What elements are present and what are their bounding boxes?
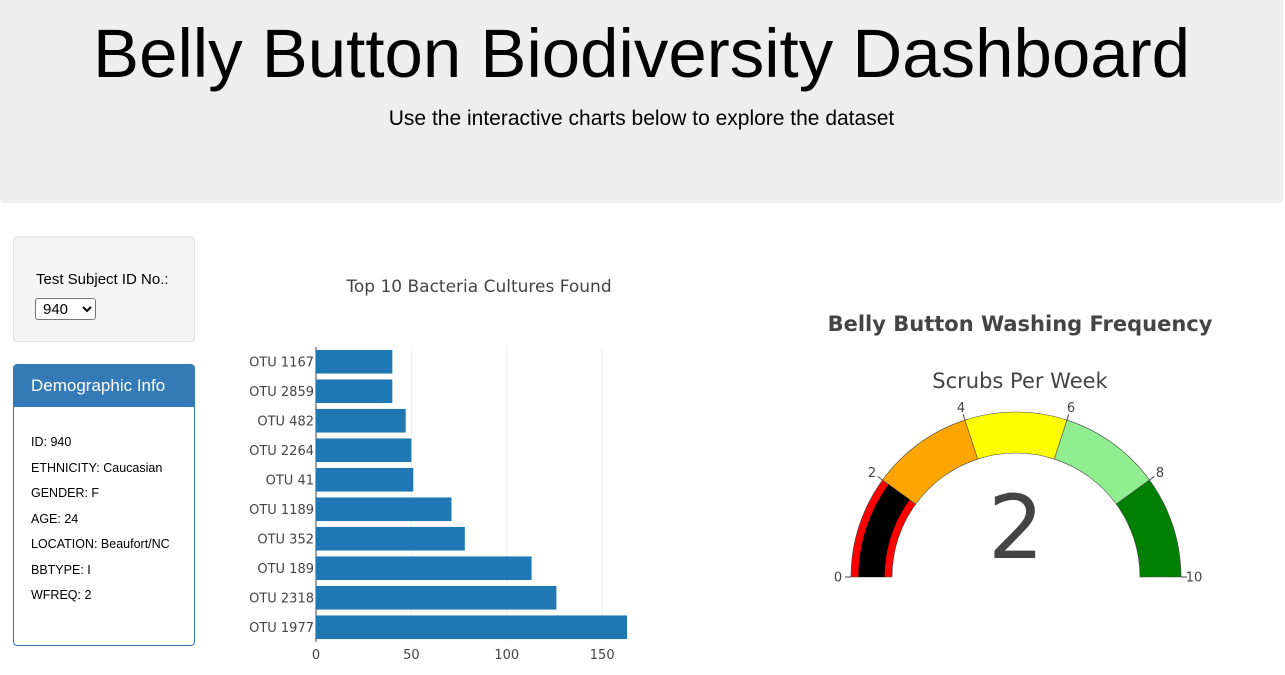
bar-x-tick-label: 150 [590, 648, 615, 663]
header-jumbotron: Belly Button Biodiversity Dashboard Use … [0, 0, 1283, 203]
bar-x-tick-label: 100 [494, 648, 519, 663]
gauge-tick-mark [1149, 476, 1155, 481]
demographic-info-heading: Demographic Info [14, 365, 194, 407]
gauge-tick-mark [877, 476, 883, 481]
bar-y-tick-label: OTU 2859 [249, 385, 314, 400]
gauge-step-4 [1115, 479, 1182, 578]
bar-otu-41[interactable] [316, 467, 414, 492]
gauge-tick-label: 10 [1186, 571, 1203, 586]
page-subtitle: Use the interactive charts below to expl… [388, 107, 895, 130]
demographic-info-panel: Demographic Info ID: 940 ETHNICITY: Cauc… [13, 364, 195, 646]
gauge-value-bar [858, 484, 910, 577]
gauge-tick-label: 2 [868, 466, 876, 481]
subject-selector-panel: Test Subject ID No.: 940 [13, 236, 195, 342]
bar-otu-2264[interactable] [316, 438, 412, 463]
gauge-tick-label: 0 [834, 571, 842, 586]
bar-otu-2318[interactable] [316, 585, 557, 610]
subject-id-select[interactable]: 940 [35, 298, 96, 320]
gauge-subtitle: Scrubs Per Week [932, 369, 1108, 393]
gauge-tick-mark [1066, 414, 1070, 421]
gauge-tick-label: 4 [957, 401, 965, 416]
gauge-title: Belly Button Washing Frequency [828, 312, 1213, 336]
gauge-tick-label: 6 [1067, 401, 1075, 416]
bar-y-tick-label: OTU 482 [257, 414, 314, 429]
top10-bar-chart[interactable]: Top 10 Bacteria Cultures Found OTU 1167 O… [230, 255, 650, 670]
bar-x-tick-label: 0 [312, 648, 320, 663]
demographic-gender: GENDER: F [31, 486, 100, 500]
gauge-value-number: 2 [988, 476, 1044, 579]
bar-y-tick-label: OTU 2264 [249, 444, 314, 459]
washing-frequency-gauge[interactable]: Belly Button Washing Frequency Scrubs Pe… [790, 290, 1250, 610]
gauge-step-2 [964, 411, 1068, 460]
bar-otu-1189[interactable] [316, 497, 452, 522]
bar-y-tick-label: OTU 189 [257, 562, 314, 577]
gauge-tick-label: 8 [1156, 466, 1164, 481]
bar-x-tick-label: 50 [403, 648, 420, 663]
bar-y-tick-label: OTU 1977 [249, 621, 314, 636]
demographic-info-body: ID: 940 ETHNICITY: Caucasian GENDER: F A… [14, 407, 194, 602]
bar-otu-189[interactable] [316, 556, 532, 581]
demographic-location: LOCATION: Beaufort/NC [31, 537, 170, 551]
bar-chart-title: Top 10 Bacteria Cultures Found [345, 277, 611, 297]
bar-otu-482[interactable] [316, 408, 406, 433]
bar-otu-2859[interactable] [316, 379, 393, 404]
bar-otu-352[interactable] [316, 526, 465, 551]
demographic-ethnicity: ETHNICITY: Caucasian [31, 460, 163, 475]
bar-y-tick-label: OTU 1189 [249, 503, 314, 518]
bar-otu-1167[interactable] [316, 349, 393, 374]
demographic-age: AGE: 24 [31, 511, 79, 526]
bar-y-tick-label: OTU 41 [266, 473, 314, 488]
bar-y-tick-label: OTU 1167 [249, 355, 314, 370]
demographic-bbtype: BBTYPE: I [31, 562, 91, 577]
page-title: Belly Button Biodiversity Dashboard [93, 15, 1190, 92]
demographic-id: ID: 940 [31, 435, 72, 449]
bar-y-tick-label: OTU 2318 [249, 591, 314, 606]
subject-id-label: Test Subject ID No.: [36, 271, 169, 288]
gauge-tick-mark [962, 414, 966, 421]
demographic-wfreq: WFREQ: 2 [31, 588, 92, 602]
bar-y-tick-label: OTU 352 [257, 532, 314, 547]
bar-otu-1977[interactable] [316, 615, 627, 640]
